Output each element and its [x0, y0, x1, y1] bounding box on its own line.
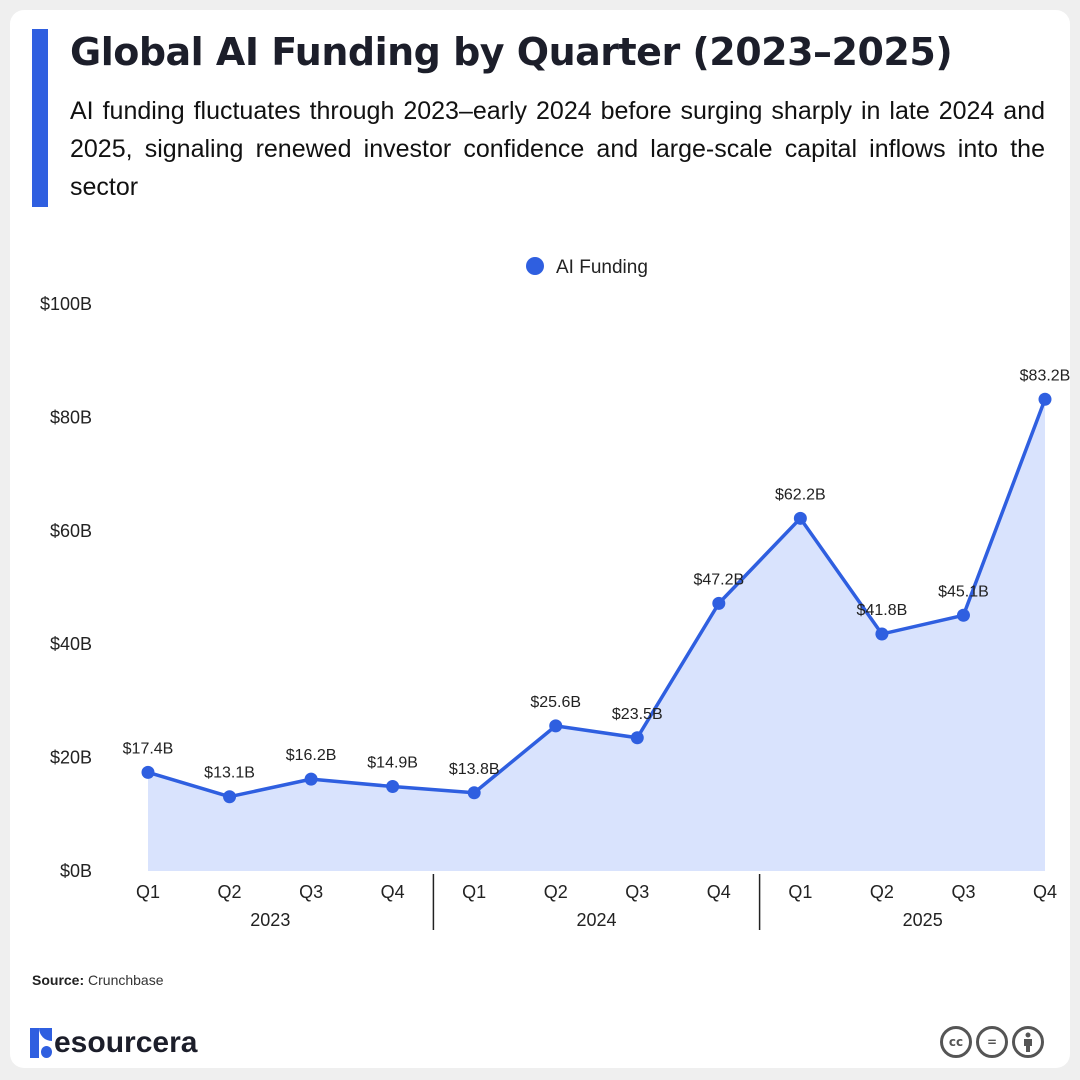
legend-label: AI Funding [556, 257, 648, 278]
data-label: $45.1B [938, 583, 989, 600]
logo-mark-icon [30, 1028, 52, 1058]
source-note: Source: Crunchbase [32, 972, 164, 988]
card [10, 10, 1070, 1068]
data-label: $62.2B [775, 486, 826, 503]
accent-bar [32, 29, 48, 207]
license-badges: cc = [940, 1026, 1044, 1058]
brand-logo: esourcera [30, 1024, 197, 1058]
x-tick-label: Q3 [299, 882, 323, 902]
data-point [223, 790, 237, 804]
series-line [147, 398, 1047, 799]
x-tick-label: Q2 [544, 882, 568, 902]
x-tick-label: Q2 [218, 882, 242, 902]
y-tick-label: $80B [50, 407, 92, 427]
data-point [141, 765, 155, 779]
y-tick-label: $60B [50, 521, 92, 541]
source-label: Source: [32, 972, 85, 988]
chart-subtitle: AI funding fluctuates through 2023–early… [70, 97, 1045, 201]
data-point [793, 511, 807, 525]
x-tick-label: Q2 [870, 882, 894, 902]
x-tick-label: Q1 [788, 882, 812, 902]
y-tick-label: $0B [60, 861, 92, 881]
y-tick-label: $100B [40, 294, 92, 314]
y-tick-label: $40B [50, 634, 92, 654]
data-point [467, 786, 481, 800]
x-group-label: 2025 [903, 910, 943, 930]
data-point [549, 719, 563, 733]
data-label: $14.9B [367, 755, 418, 772]
data-point [304, 772, 318, 786]
data-point [386, 780, 400, 794]
x-tick-label: Q1 [462, 882, 486, 902]
chart-title: Global AI Funding by Quarter (2023–2025) [70, 30, 953, 74]
cc-icon: cc [940, 1026, 972, 1058]
data-point [875, 627, 889, 641]
data-label: $25.6B [530, 694, 581, 711]
data-label: $47.2B [693, 571, 744, 588]
data-label: $13.1B [204, 765, 255, 782]
x-group-label: 2023 [250, 910, 290, 930]
data-point [1038, 392, 1052, 406]
data-point [956, 608, 970, 622]
data-label: $41.8B [857, 602, 908, 619]
data-point [712, 596, 726, 610]
x-group-label: 2024 [576, 910, 616, 930]
data-point [630, 731, 644, 745]
data-label: $83.2B [1020, 367, 1071, 384]
legend-marker [526, 257, 544, 275]
area-fill [148, 399, 1045, 871]
x-tick-label: Q3 [625, 882, 649, 902]
y-tick-label: $20B [50, 748, 92, 768]
brand-name: esourcera [54, 1026, 198, 1059]
data-label: $13.8B [449, 761, 500, 778]
x-tick-label: Q4 [381, 882, 405, 902]
data-label: $17.4B [123, 740, 174, 757]
x-tick-label: Q4 [1033, 882, 1057, 902]
x-tick-label: Q1 [136, 882, 160, 902]
x-tick-label: Q3 [951, 882, 975, 902]
person-icon [1012, 1026, 1044, 1058]
source-value: Crunchbase [88, 972, 164, 988]
data-label: $23.5B [612, 706, 663, 723]
equals-icon: = [976, 1026, 1008, 1058]
data-label: $16.2B [286, 747, 337, 764]
x-tick-label: Q4 [707, 882, 731, 902]
